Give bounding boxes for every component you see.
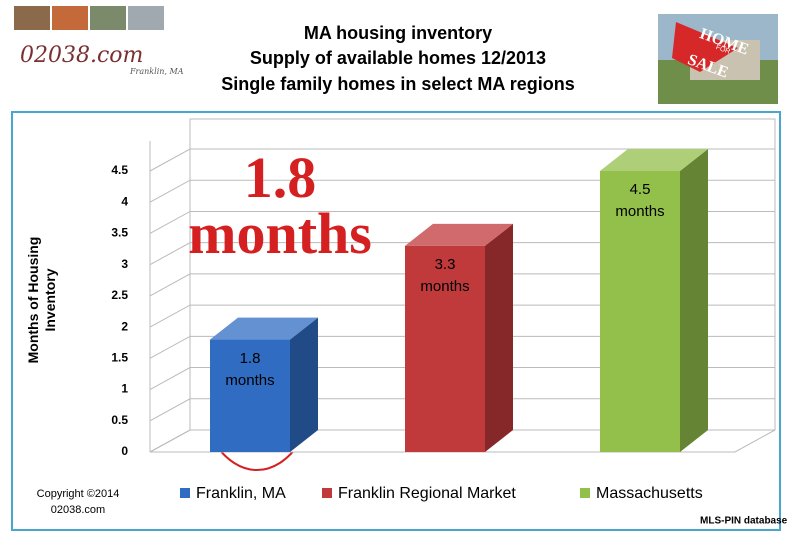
bar [210,339,290,452]
grid-line [149,335,775,359]
legend-label: Massachusetts [596,485,703,502]
data-label: 4.5 months [615,181,665,220]
bar-side-shade [485,223,513,452]
data-label-box: 3.3 months [420,255,470,295]
bar-side [290,317,318,452]
y-axis-label: Months of Housing Inventory [25,236,58,364]
grid-line [149,429,775,453]
legend-label: Franklin Regional Market [338,485,516,502]
copyright: Copyright ©2014 02038.com [36,488,120,516]
y-tick-label: 0.5 [111,413,128,427]
grid-line [149,304,775,328]
chart-frame [11,111,781,531]
bar-top-shade [600,149,708,171]
chart-subtitle: Supply of available homes 12/2013 [250,48,546,68]
grid-line [149,398,775,422]
legend-swatch [322,488,332,498]
grid-line [149,210,775,234]
legend-swatch [180,488,190,498]
grid-line [149,367,775,390]
copyright-box: Copyright ©2014 02038.com [36,488,120,516]
data-label-box: 4.5 months [615,181,665,220]
logo-subtext: Franklin, MA [129,67,184,76]
grid-line [149,242,775,266]
logo-photos [14,6,164,30]
data-label: 3.3 months [420,255,470,295]
legend-swatch [580,488,590,498]
bar-side-shade [680,149,708,452]
y-tick-label: 1.5 [111,351,128,365]
chart-title: MA housing inventory [304,23,492,43]
y-tick-label: 3.5 [111,226,128,240]
y-axis-label-box: Months of Housing Inventory [25,236,58,364]
bar-side [680,149,708,452]
y-tick-label: 2 [121,319,128,333]
y-tick-label: 0 [121,444,128,458]
bar-top [600,149,708,171]
bar [600,171,680,452]
legend-label: Franklin, MA [196,485,286,502]
annotation-box: 1.8 months [188,150,372,266]
data-label: 1.8 months [225,349,275,389]
sale-sign-photo [658,14,778,104]
logo-text: 02038.com [20,43,143,68]
annotation: 1.8 months [188,150,372,266]
source-note: MLS-PIN database [700,516,788,527]
bar [405,245,485,452]
y-tick-label: 4 [121,194,128,208]
bar-top-shade [210,317,318,340]
y-tick-label: 4.5 [111,163,128,177]
bar-top-shade [405,223,513,246]
y-tick-label: 1 [121,382,128,396]
bar-top [210,317,318,340]
bar-side-shade [290,317,318,452]
y-tick-label: 2.5 [111,288,128,302]
chart-subtitle: Single family homes in select MA regions [221,74,574,94]
grid-line [149,273,775,297]
grid-line [149,148,775,172]
bar-side [485,223,513,452]
y-tick-label: 3 [121,257,128,271]
sign-text: FOR [715,44,731,56]
bar-top [405,223,513,246]
grid-line [149,179,775,203]
data-label-box: 1.8 months [225,349,275,389]
